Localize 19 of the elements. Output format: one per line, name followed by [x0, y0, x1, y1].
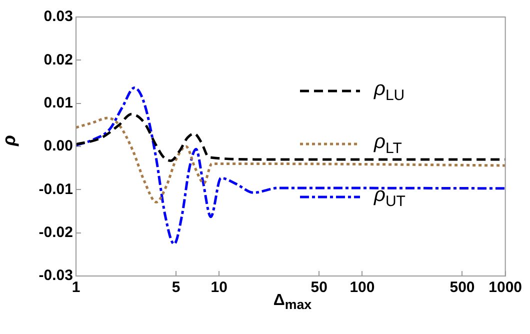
x-tick-label: 500 [450, 279, 475, 296]
legend-label: ρ$_{LU}$ [374, 78, 405, 104]
x-tick-label: 10 [210, 279, 228, 296]
y-tick-label: -0.02 [38, 224, 73, 241]
y-tick-label: 0.01 [44, 94, 73, 112]
legend-label: ρ$_{LT}$ [374, 131, 402, 157]
x-tick-label: 1000 [488, 279, 522, 296]
y-axis-title: ρ [0, 135, 20, 146]
y-tick-label: 0.03 [44, 8, 73, 26]
y-tick-label: -0.03 [38, 267, 73, 284]
y-tick-label: -0.01 [38, 180, 73, 198]
x-tick-label: 1 [72, 279, 80, 296]
x-tick-label: 100 [350, 279, 375, 296]
x-axis-title: Δ$_{max}$ [273, 292, 312, 312]
y-tick-label: 0.02 [44, 51, 73, 68]
legend-label: ρ$_{UT}$ [374, 184, 406, 210]
y-tick-label: 0.00 [44, 138, 73, 155]
x-tick-label: 5 [172, 279, 180, 296]
x-tick-label: 50 [310, 279, 328, 296]
